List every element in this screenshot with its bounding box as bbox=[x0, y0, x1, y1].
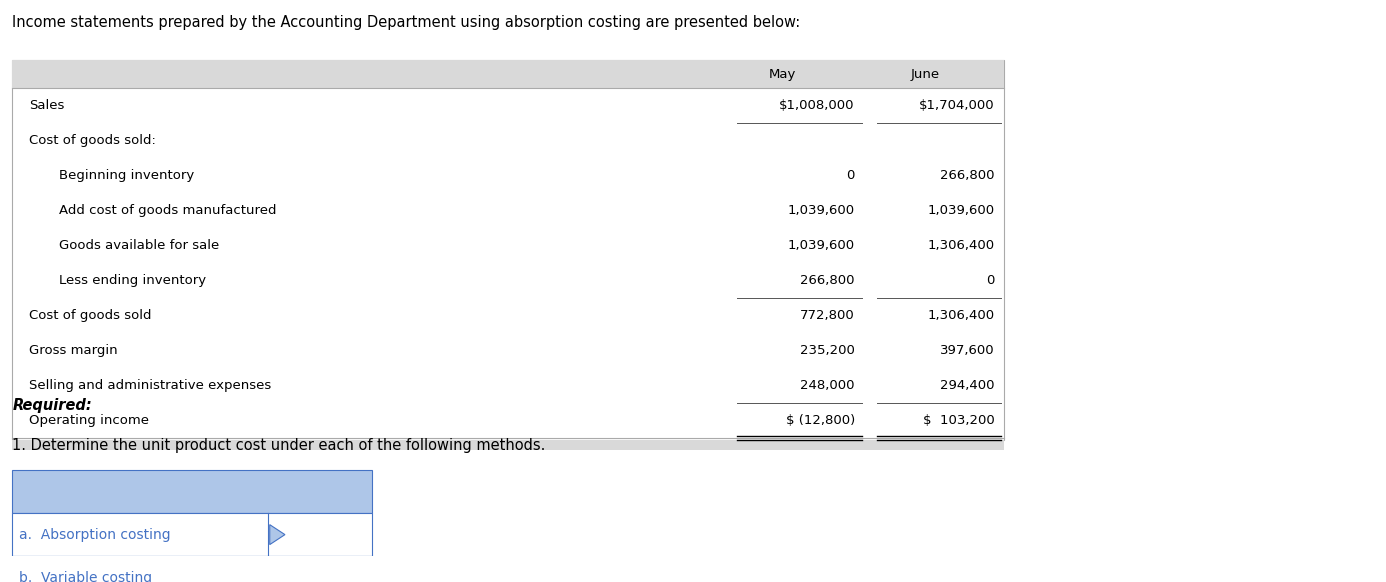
Text: a.  Absorption costing: a. Absorption costing bbox=[19, 528, 170, 542]
Polygon shape bbox=[270, 568, 286, 582]
Text: Beginning inventory: Beginning inventory bbox=[60, 169, 195, 182]
FancyBboxPatch shape bbox=[12, 59, 1005, 88]
FancyBboxPatch shape bbox=[12, 470, 371, 513]
Text: 235,200: 235,200 bbox=[800, 344, 855, 357]
FancyBboxPatch shape bbox=[12, 59, 1005, 441]
Text: 294,400: 294,400 bbox=[940, 379, 995, 392]
Text: b.  Variable costing: b. Variable costing bbox=[19, 571, 152, 582]
Text: Cost of goods sold: Cost of goods sold bbox=[29, 309, 151, 322]
Text: $1,008,000: $1,008,000 bbox=[779, 100, 855, 112]
Text: 1,039,600: 1,039,600 bbox=[787, 239, 855, 252]
Text: Add cost of goods manufactured: Add cost of goods manufactured bbox=[60, 204, 277, 217]
Text: 772,800: 772,800 bbox=[800, 309, 855, 322]
Text: 266,800: 266,800 bbox=[940, 169, 995, 182]
Text: 0: 0 bbox=[847, 169, 855, 182]
Text: 1. Determine the unit product cost under each of the following methods.: 1. Determine the unit product cost under… bbox=[12, 438, 546, 453]
FancyBboxPatch shape bbox=[12, 556, 371, 582]
Text: Cost of goods sold:: Cost of goods sold: bbox=[29, 134, 157, 147]
Text: 0: 0 bbox=[987, 274, 995, 287]
Text: 248,000: 248,000 bbox=[800, 379, 855, 392]
Text: May: May bbox=[769, 68, 797, 80]
Text: 266,800: 266,800 bbox=[800, 274, 855, 287]
Text: Goods available for sale: Goods available for sale bbox=[60, 239, 220, 252]
FancyBboxPatch shape bbox=[12, 440, 1005, 450]
Text: $  103,200: $ 103,200 bbox=[923, 414, 995, 427]
Text: 1,039,600: 1,039,600 bbox=[927, 204, 995, 217]
Text: 1,306,400: 1,306,400 bbox=[927, 239, 995, 252]
Text: Operating income: Operating income bbox=[29, 414, 150, 427]
Text: Selling and administrative expenses: Selling and administrative expenses bbox=[29, 379, 272, 392]
Text: June: June bbox=[911, 68, 940, 80]
Text: Gross margin: Gross margin bbox=[29, 344, 118, 357]
Text: Less ending inventory: Less ending inventory bbox=[60, 274, 207, 287]
Text: 397,600: 397,600 bbox=[940, 344, 995, 357]
Text: $ (12,800): $ (12,800) bbox=[786, 414, 855, 427]
Text: $1,704,000: $1,704,000 bbox=[919, 100, 995, 112]
FancyBboxPatch shape bbox=[12, 513, 371, 556]
Text: 1,039,600: 1,039,600 bbox=[787, 204, 855, 217]
Text: Required:: Required: bbox=[12, 398, 93, 413]
Text: Sales: Sales bbox=[29, 100, 64, 112]
Text: Income statements prepared by the Accounting Department using absorption costing: Income statements prepared by the Accoun… bbox=[12, 15, 801, 30]
Text: 1,306,400: 1,306,400 bbox=[927, 309, 995, 322]
Polygon shape bbox=[270, 524, 286, 545]
